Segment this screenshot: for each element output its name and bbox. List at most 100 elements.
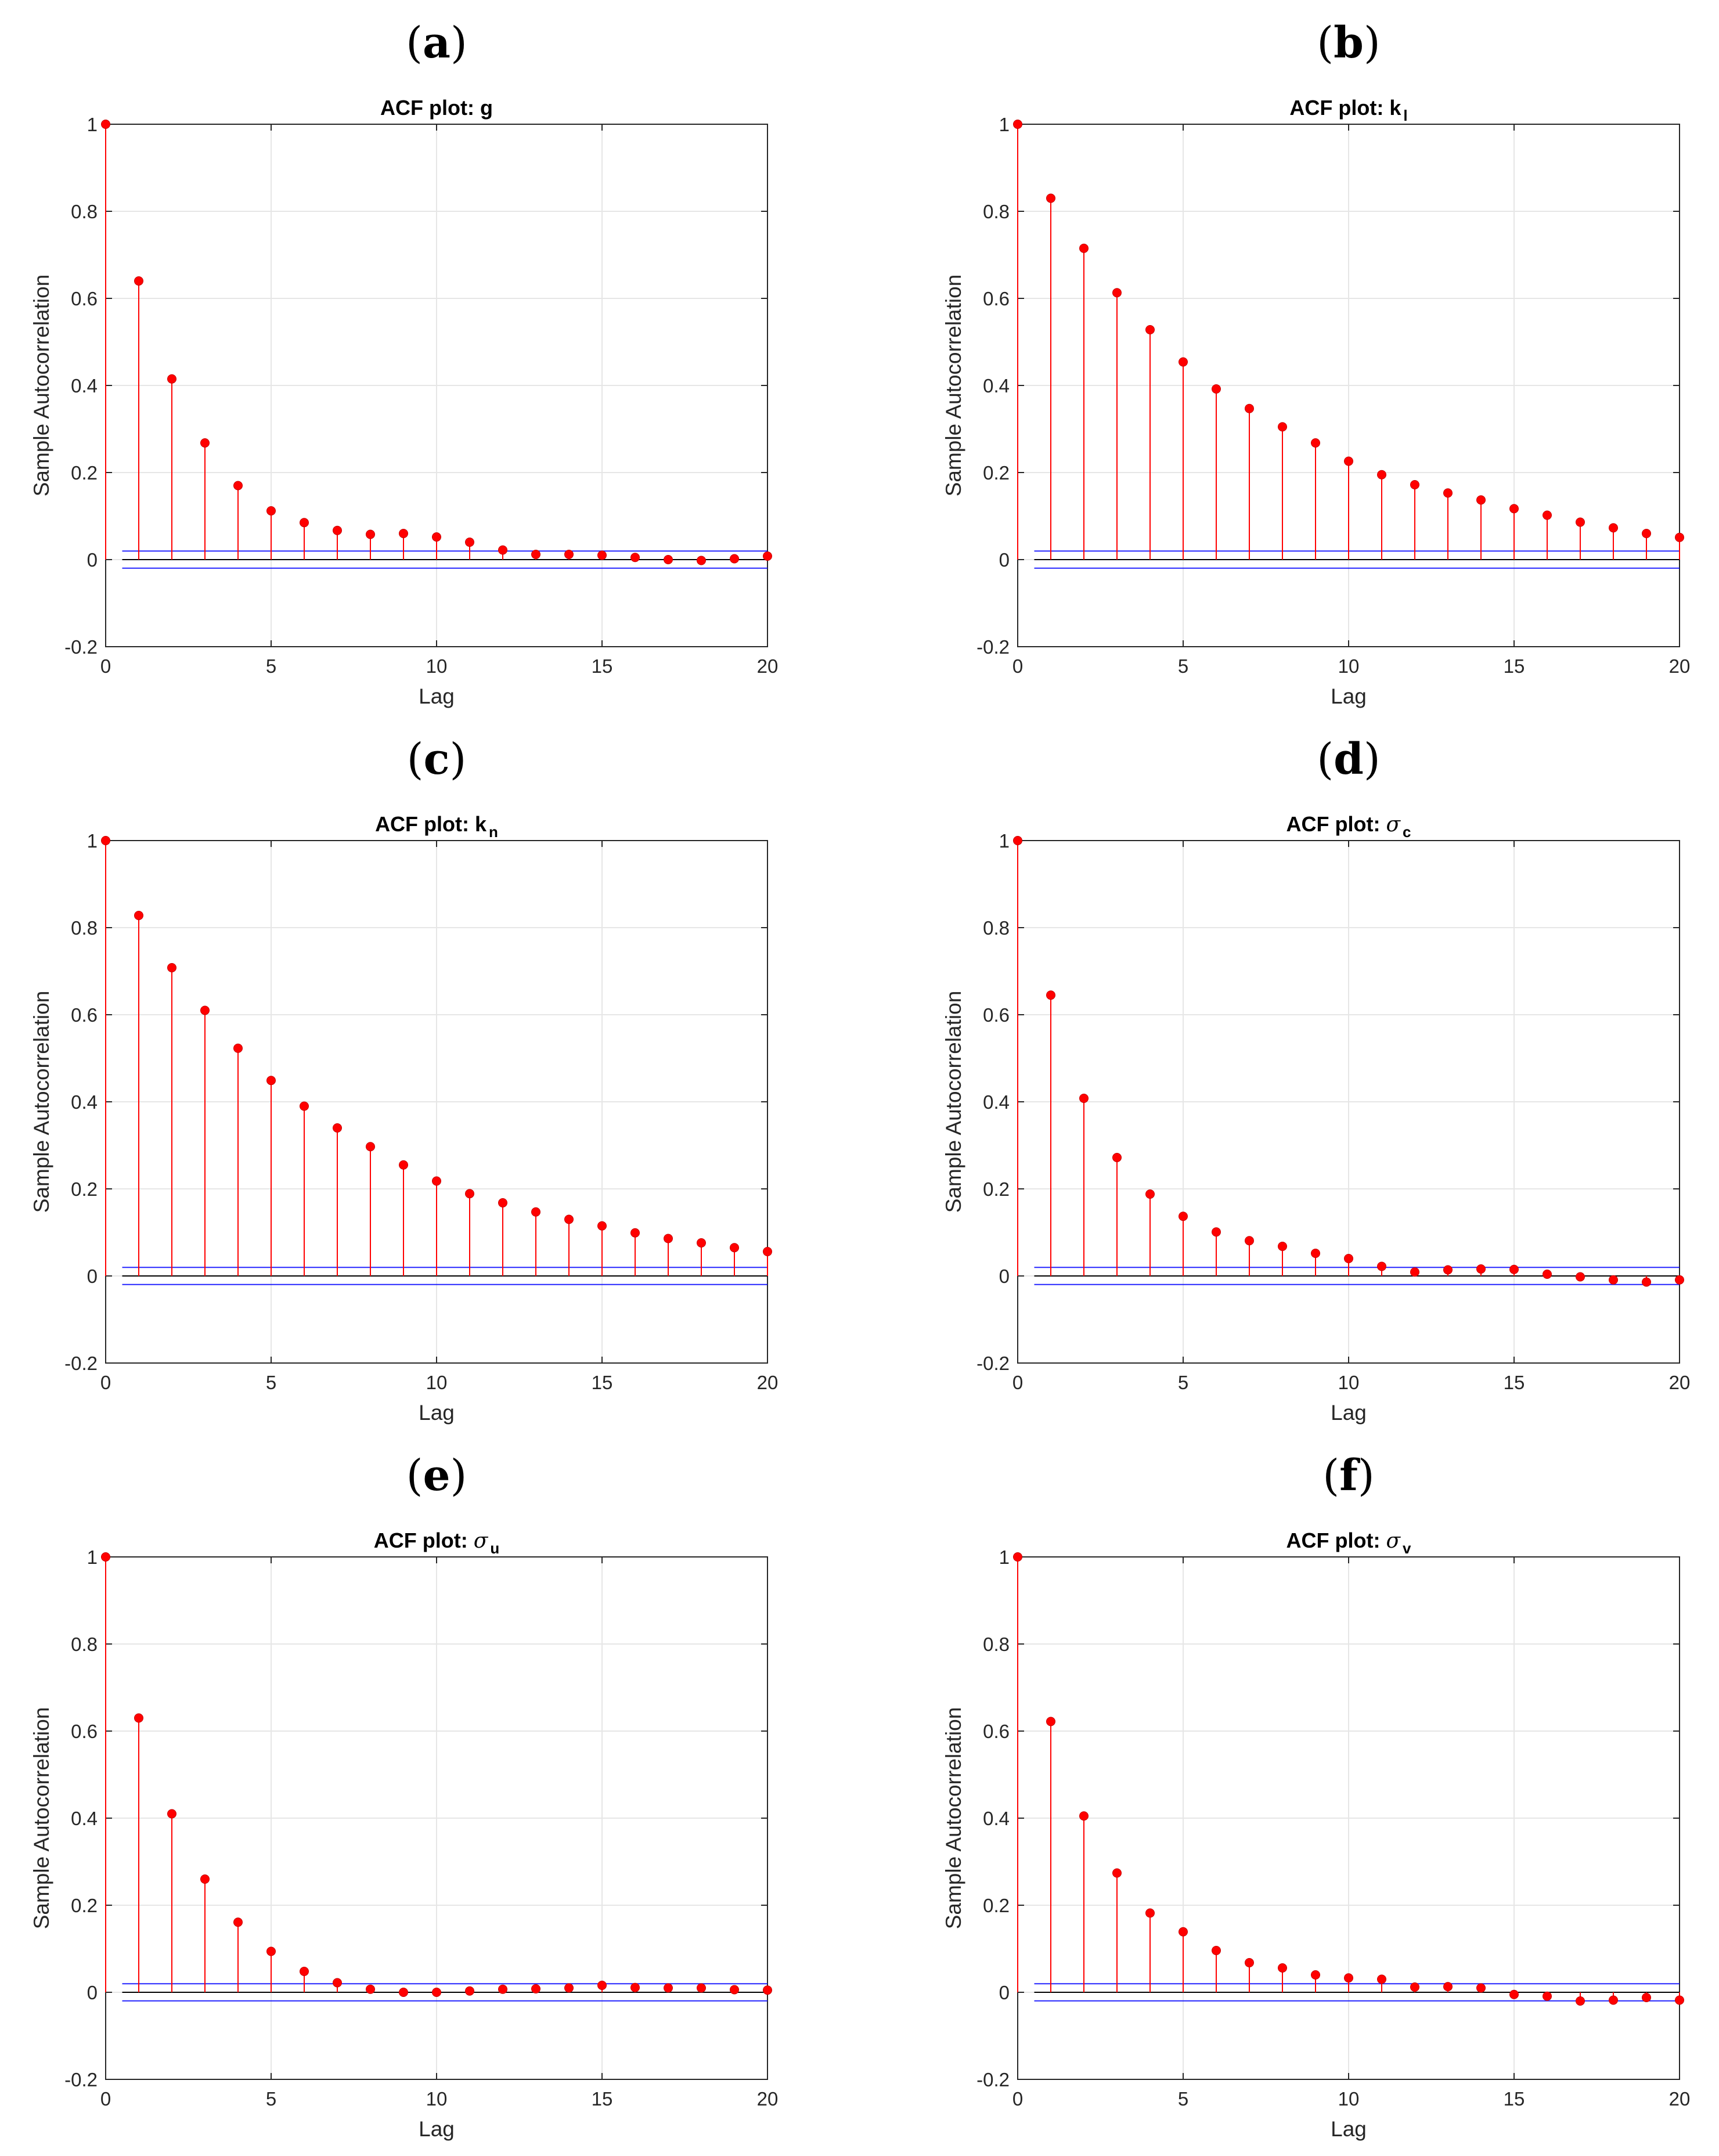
- acf-point: [763, 1247, 772, 1256]
- y-tick-label: -0.2: [64, 1353, 98, 1374]
- acf-point: [266, 506, 276, 515]
- x-tick-label: 10: [1338, 2088, 1360, 2110]
- acf-point: [697, 556, 706, 565]
- x-tick-label: 5: [266, 1372, 276, 1393]
- y-tick-label: 0.2: [983, 1178, 1010, 1200]
- y-axis-label: Sample Autocorrelation: [942, 991, 965, 1213]
- y-tick-label: 0.2: [71, 462, 98, 484]
- x-tick-label: 20: [757, 655, 779, 677]
- x-axis-label: Lag: [1331, 2117, 1367, 2141]
- acf-point: [366, 1142, 375, 1152]
- y-axis-label: Sample Autocorrelation: [942, 1707, 965, 1930]
- acf-point: [1013, 120, 1022, 129]
- acf-point: [763, 1985, 772, 1995]
- x-tick-label: 0: [1012, 1372, 1023, 1393]
- chart-title-base: ACF plot:: [380, 96, 480, 120]
- y-tick-label: 0.4: [71, 375, 98, 396]
- acf-point: [1245, 1236, 1254, 1246]
- acf-point: [564, 1214, 574, 1224]
- acf-point: [697, 1238, 706, 1248]
- acf-point: [1311, 438, 1320, 448]
- x-tick-label: 5: [1178, 2088, 1188, 2110]
- y-tick-label: -0.2: [976, 1353, 1010, 1374]
- chart-title-symbol: k: [1389, 96, 1401, 120]
- acf-point: [1377, 470, 1386, 479]
- y-tick-label: 0.4: [983, 1808, 1010, 1829]
- acf-panel-d: (d)ACF plot: σ c0 5 10 15 20-0.200.20.40.60.8…: [942, 734, 1690, 1425]
- y-tick-label: 0.2: [71, 1895, 98, 1916]
- y-tick-label: 0.8: [983, 201, 1010, 222]
- acf-point: [1311, 1249, 1320, 1258]
- x-axis-label: Lag: [419, 2117, 455, 2141]
- acf-point: [1410, 480, 1419, 489]
- acf-point: [1642, 1277, 1651, 1287]
- acf-point: [432, 532, 441, 542]
- chart-title-subscript: u: [490, 1540, 499, 1557]
- acf-point: [1609, 523, 1618, 533]
- acf-point: [1311, 1970, 1320, 1980]
- acf-point: [432, 1176, 441, 1186]
- acf-point: [697, 1983, 706, 1993]
- y-tick-label: 0.8: [71, 201, 98, 222]
- acf-point: [1675, 532, 1684, 542]
- panel-letter-id: a: [423, 18, 451, 68]
- acf-point: [1013, 1552, 1022, 1562]
- acf-point: [597, 1221, 607, 1231]
- panel-letter: (b): [1317, 18, 1381, 68]
- acf-point: [300, 1101, 309, 1111]
- y-tick-label: 1: [87, 1546, 98, 1568]
- x-tick-label: 0: [1012, 655, 1023, 677]
- acf-point: [1278, 1963, 1287, 1973]
- acf-panel-a: (a)ACF plot: g0 5 10 15 20-0.200.20.40.60.81…: [30, 18, 778, 708]
- x-tick-label: 15: [1504, 1372, 1525, 1393]
- acf-point: [366, 529, 375, 539]
- acf-point: [1675, 1275, 1684, 1285]
- acf-point: [233, 1917, 243, 1927]
- y-tick-label: -0.2: [64, 2069, 98, 2090]
- panel-letter-id: e: [423, 1451, 450, 1501]
- x-tick-label: 0: [1012, 2088, 1023, 2110]
- acf-point: [1543, 1991, 1552, 2001]
- chart-title-base: ACF plot:: [375, 812, 475, 836]
- acf-point: [1079, 1094, 1089, 1103]
- x-tick-label: 20: [757, 2088, 779, 2110]
- acf-point: [200, 1005, 210, 1015]
- acf-point: [1509, 504, 1519, 514]
- acf-point: [1145, 325, 1155, 334]
- y-tick-label: 1: [999, 830, 1010, 852]
- acf-point: [498, 1198, 507, 1207]
- acf-point: [564, 1983, 574, 1993]
- acf-point: [333, 1978, 342, 1988]
- acf-point: [1046, 1717, 1055, 1726]
- x-axis-label: Lag: [1331, 1401, 1367, 1425]
- panel-letter-id: d: [1334, 734, 1364, 784]
- acf-point: [1410, 1267, 1419, 1277]
- acf-point: [1476, 1983, 1486, 1993]
- acf-point: [498, 545, 507, 555]
- acf-panel-f: (f)ACF plot: σ v0 5 10 15 20-0.200.20.40.60.8…: [942, 1451, 1690, 2141]
- acf-point: [564, 550, 574, 559]
- chart-title-base: ACF plot:: [374, 1528, 474, 1552]
- x-tick-label: 20: [1669, 1372, 1691, 1393]
- acf-point: [1543, 510, 1552, 520]
- acf-point: [333, 525, 342, 535]
- acf-point: [1212, 1227, 1221, 1237]
- acf-point: [333, 1123, 342, 1133]
- x-tick-label: 0: [100, 1372, 111, 1393]
- acf-point: [1046, 193, 1055, 203]
- acf-point: [134, 276, 143, 286]
- chart-title-symbol: k: [475, 812, 487, 836]
- chart-title-symbol: σ: [1386, 1529, 1401, 1553]
- acf-point: [266, 1076, 276, 1086]
- acf-point: [1576, 1272, 1585, 1282]
- acf-point: [1609, 1275, 1618, 1285]
- x-tick-label: 15: [1504, 2088, 1525, 2110]
- y-tick-label: 0: [999, 1266, 1010, 1287]
- acf-point: [200, 1874, 210, 1884]
- acf-point: [1278, 422, 1287, 432]
- acf-point: [366, 1984, 375, 1994]
- x-tick-label: 10: [1338, 655, 1360, 677]
- acf-point: [1410, 1982, 1419, 1992]
